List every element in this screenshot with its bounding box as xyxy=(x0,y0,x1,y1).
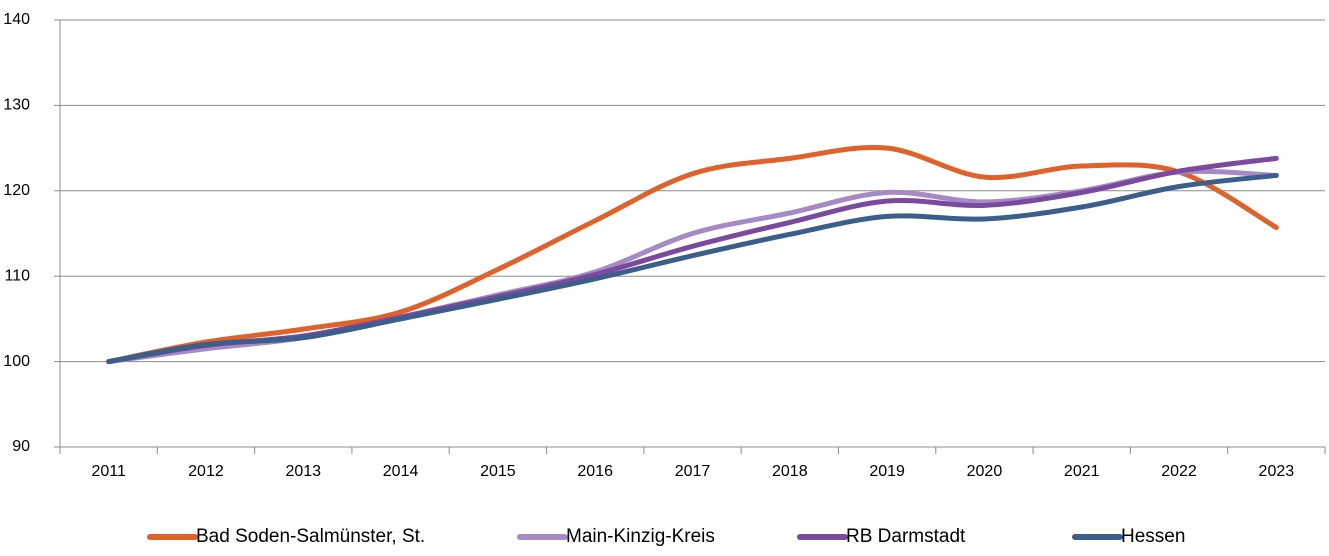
x-tick-label: 2019 xyxy=(869,463,905,480)
y-tick-label: 110 xyxy=(4,267,30,284)
y-tick-label: 100 xyxy=(3,353,30,370)
x-tick-label: 2020 xyxy=(967,463,1003,480)
y-tick-label: 120 xyxy=(3,182,30,199)
x-tick-label: 2017 xyxy=(675,463,711,480)
series-line xyxy=(106,145,1279,365)
y-tick-label: 140 xyxy=(3,11,30,28)
y-tick-label: 90 xyxy=(12,438,30,455)
x-tick-label: 2013 xyxy=(285,463,321,480)
legend-label: RB Darmstadt xyxy=(846,526,966,547)
x-tick-label: 2016 xyxy=(577,463,613,480)
legend-label: Hessen xyxy=(1121,526,1185,547)
series-line xyxy=(106,172,1279,365)
x-tick-label: 2015 xyxy=(480,463,516,480)
x-tick-label: 2021 xyxy=(1064,463,1100,480)
x-tick-label: 2012 xyxy=(188,463,224,480)
x-tick-label: 2011 xyxy=(91,463,126,480)
legend-label: Bad Soden-Salmünster, St. xyxy=(196,526,425,547)
x-tick-label: 2023 xyxy=(1259,463,1295,480)
x-tick-label: 2018 xyxy=(772,463,808,480)
legend: Bad Soden-Salmünster, St. Main-Kinzig-Kre… xyxy=(147,526,1185,547)
x-tick-label: 2014 xyxy=(383,463,419,480)
legend-label: Main-Kinzig-Kreis xyxy=(566,526,715,547)
x-tick-label: 2022 xyxy=(1161,463,1197,480)
y-tick-label: 130 xyxy=(3,97,30,114)
